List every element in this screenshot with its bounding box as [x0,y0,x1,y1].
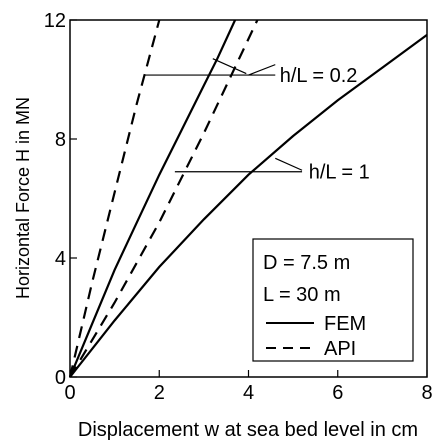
annotation-leader-line [248,64,276,76]
series-line-api-2 [68,19,161,378]
y-tick-label: 0 [55,367,66,389]
y-tick-label: 8 [55,129,66,151]
legend-param-length: L = 30 m [263,284,341,306]
y-axis-label: Horizontal Force H in MN [13,97,33,299]
x-tick-label: 2 [154,382,165,404]
annotations: h/L = 0.2 h/L = 1 [143,58,370,184]
axis-ticks: 0 2 4 6 8 0 4 8 12 [44,10,433,404]
x-tick-label: 8 [421,382,432,404]
annotation-leader-line [212,58,247,75]
y-tick-label: 4 [55,248,66,270]
annotation-leader-line [275,157,303,171]
legend-box [252,238,414,362]
legend-api-label: API [324,338,356,360]
x-tick-label: 6 [332,382,343,404]
legend-param-diameter: D = 7.5 m [263,252,350,274]
annotation-label: h/L = 0.2 [280,65,358,87]
x-tick-label: 4 [243,382,254,404]
x-axis-label: Displacement w at sea bed level in cm [78,419,418,441]
x-tick-label: 0 [64,382,75,404]
annotation-label: h/L = 1 [309,162,370,184]
legend: D = 7.5 m L = 30 m FEM API [252,238,414,362]
series-line-fem-0 [68,19,237,378]
series-line-api-3 [69,19,259,378]
y-tick-label: 12 [44,10,66,32]
series-line-fem-1 [69,34,428,378]
legend-fem-label: FEM [324,313,366,335]
